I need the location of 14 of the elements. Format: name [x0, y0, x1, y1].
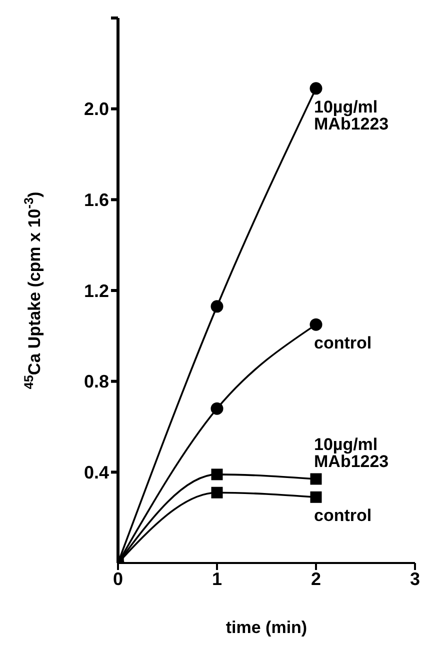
y-tick-label: 0.8: [84, 372, 109, 392]
x-tick-label: 0: [112, 568, 124, 589]
y-tick-label: 1.6: [84, 190, 109, 210]
series-label: 10µg/ml MAb1223: [314, 434, 389, 471]
x-axis-title: time (min): [226, 618, 308, 637]
series-label: 10µg/ml MAb1223: [314, 97, 389, 134]
y-tick-label: 1.2: [84, 280, 109, 301]
x-tick-label: 2: [310, 568, 322, 589]
x-tick-label: 3: [410, 568, 420, 589]
y-tick-label: 2.0: [84, 99, 109, 120]
x-tick-label: 1: [212, 568, 222, 589]
y-tick-label: 0.4: [84, 462, 109, 483]
series-label: control: [314, 506, 372, 526]
series-label: control: [314, 334, 372, 353]
